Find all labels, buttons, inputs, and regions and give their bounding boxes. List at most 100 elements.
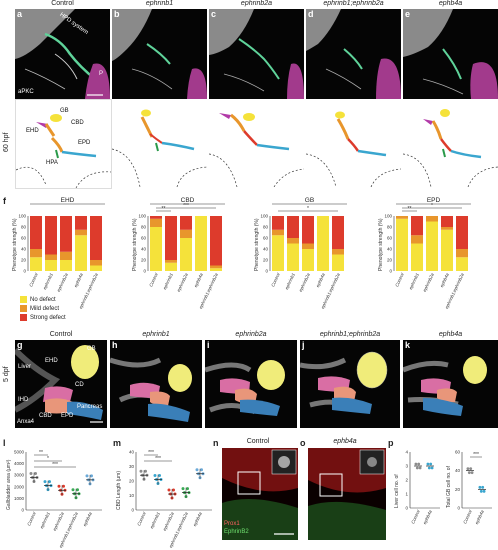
- chart-epd-ytick: 40: [387, 247, 393, 252]
- plot-l-xtick: ephrinb1: [39, 511, 51, 529]
- bar-ehd-0-2: [60, 260, 72, 271]
- gb-label: GB: [60, 108, 69, 114]
- chart-gb-ytick: 20: [263, 258, 269, 263]
- plot-m-point: [144, 469, 147, 473]
- bar-epd-1-3: [441, 227, 453, 230]
- plot-p-right-ytick: 20: [455, 487, 461, 492]
- bar-epd-1-4: [456, 249, 468, 258]
- bar-cbd-1-4: [210, 265, 222, 269]
- plot-m-ytick: 20: [129, 479, 135, 484]
- chart-cbd-ytick: 60: [141, 236, 147, 241]
- panel-c-micrograph: c: [209, 9, 304, 99]
- bar-epd-1-0: [396, 216, 408, 219]
- plot-p-left-xtick: Control: [410, 508, 421, 524]
- plot-p-left-ytick: 3: [405, 464, 408, 469]
- bar-ehd-0-4: [90, 265, 102, 271]
- chart-ehd-xtick: ephrinb2a: [56, 272, 69, 293]
- plot-l-point: [71, 488, 75, 492]
- chart-cbd-xtick: ephrinb2a: [176, 272, 189, 293]
- bar-gb-1-2: [302, 243, 314, 249]
- plot-m-point: [195, 468, 199, 472]
- chart-gb-title: GB: [305, 197, 314, 204]
- bar-gb-0-4: [332, 254, 344, 271]
- bar-epd-2-1: [411, 216, 423, 236]
- bar-epd-1-1: [411, 235, 423, 244]
- plot-m-ytick: 10: [129, 493, 135, 498]
- panel-f-letter: f: [3, 196, 6, 206]
- plot-p-right-xtick: ephb4a: [474, 509, 485, 525]
- chart-epd-xtick: ephb4a: [439, 272, 450, 288]
- panel-k-letter: k: [405, 340, 411, 350]
- plot-l-point: [43, 480, 47, 484]
- plot-l-point: [57, 484, 61, 488]
- plot-p-left-point: [429, 462, 433, 466]
- legend-no-defect: No defect: [20, 296, 56, 303]
- plot-p-left-ytick: 2: [405, 478, 408, 483]
- panel-g-render: g Liver EHD GB CD IHD CBD EPD Pancreas A…: [15, 340, 107, 428]
- plot-m-sig-0: ***: [148, 450, 154, 456]
- plot-p-right-ytick: 60: [455, 450, 461, 455]
- plot-m-ylabel: CBD Length (µm): [116, 471, 122, 510]
- panel-j-image: [300, 351, 388, 414]
- plot-l-point: [90, 474, 93, 478]
- plot-l-point: [62, 484, 65, 488]
- chart-cbd-ytick: 0: [143, 269, 146, 274]
- schematic-c-drawing: [209, 113, 304, 187]
- panel-h-letter: h: [112, 340, 118, 350]
- chart-cbd-ytick: 40: [141, 247, 147, 252]
- bar-ehd-1-3: [75, 229, 87, 236]
- bar-ehd-2-3: [75, 216, 87, 230]
- panel-d-title: ephrinb1;ephrinb2a: [323, 0, 384, 7]
- bar-ehd-2-0: [30, 216, 42, 249]
- chart-gb-ytick: 0: [265, 269, 268, 274]
- chart-cbd-ytick: 80: [141, 225, 147, 230]
- bar-epd-1-2: [426, 216, 438, 222]
- bar-cbd-0-4: [210, 268, 222, 271]
- prox1-label: Prox1: [224, 521, 240, 527]
- bar-epd-0-2: [426, 221, 438, 271]
- plot-p-left-ytick: 1: [405, 492, 408, 497]
- epd-label-g: EPD: [61, 413, 74, 419]
- chart-epd-ytick: 0: [389, 269, 392, 274]
- plot-l-ytick: 1000: [14, 496, 25, 501]
- bar-cbd-2-0: [150, 216, 162, 219]
- panel-g-title: Control: [49, 331, 73, 338]
- bar-gb-2-4: [332, 216, 344, 249]
- bar-cbd-1-0: [150, 218, 162, 227]
- panel-j-render: j: [300, 340, 400, 428]
- panel-i-letter: i: [207, 340, 210, 350]
- panel-k-image: [403, 356, 487, 416]
- chart-gb-ytick: 100: [260, 214, 268, 219]
- bar-ehd-1-2: [60, 251, 72, 260]
- schematic-a-drawing: [16, 114, 111, 188]
- panel-o-fluorescence: [308, 448, 386, 540]
- chart-epd-title: EPD: [427, 197, 441, 204]
- panel-l-letter: l: [3, 438, 6, 448]
- bar-ehd-1-4: [90, 260, 102, 266]
- plot-l-xtick: ephb4a: [82, 511, 93, 527]
- chart-epd-xtick: ephrinb2a: [422, 272, 435, 293]
- panel-m-letter: m: [113, 438, 122, 448]
- panel-c-schematic: [209, 99, 304, 187]
- chart-ehd-ytick: 80: [21, 225, 27, 230]
- panel-a-title: Control: [51, 0, 74, 7]
- chart-cbd-ylabel: Phenotype strength (%): [132, 218, 138, 271]
- bar-epd-0-4: [456, 257, 468, 271]
- apkc-label: aPKC: [18, 89, 34, 95]
- plot-m-point: [186, 487, 189, 491]
- panel-k-render: k: [403, 340, 498, 428]
- chart-ehd-ytick: 20: [21, 258, 27, 263]
- bar-gb-0-3: [317, 216, 329, 271]
- bar-ehd-2-1: [45, 216, 57, 255]
- pancreas-label: Pancreas: [77, 404, 103, 410]
- bar-cbd-2-1: [165, 216, 177, 260]
- panel-b-title: ephrinb1: [145, 0, 174, 7]
- plot-m-point: [167, 488, 171, 492]
- bar-cbd-2-4: [210, 216, 222, 266]
- panel-h-render: h: [110, 340, 202, 428]
- schematic-b-drawing: [112, 109, 207, 187]
- chart-ehd-ytick: 100: [18, 214, 26, 219]
- plot-p-left-point: [430, 466, 434, 470]
